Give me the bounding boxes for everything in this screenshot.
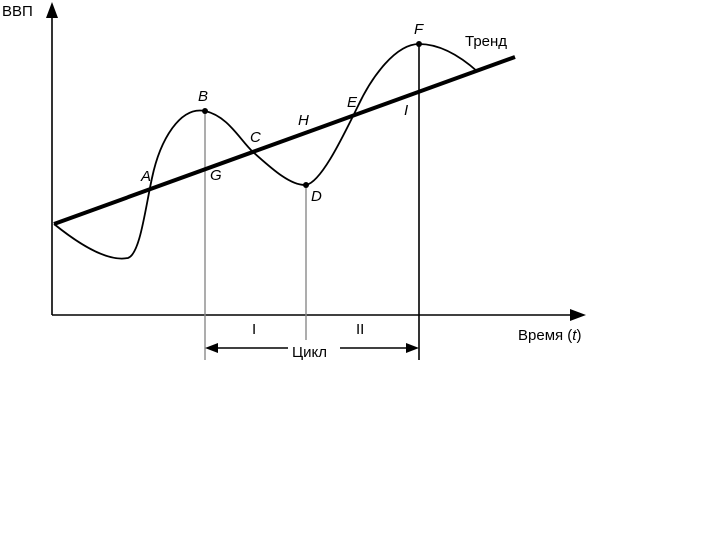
point-b-marker [202,108,208,114]
point-label-a: A [140,168,151,185]
x-axis-label: Время (t) [518,327,581,344]
point-label-d: D [311,188,322,205]
cycle-arrow-right-head [406,343,419,353]
point-d-marker [303,182,309,188]
cycle-arrow-left-head [205,343,218,353]
x-axis-label-variable: t [572,327,577,344]
point-label-h: H [298,112,309,129]
x-axis-label-prefix: Время ( [518,327,572,344]
y-axis-label: ВВП [2,3,33,20]
point-label-e: E [347,94,358,111]
trend-line [53,55,516,226]
trend-label: Тренд [465,33,507,50]
point-label-b: B [198,88,208,105]
gdp-curve [53,43,479,260]
phase-label-i: I [252,321,256,338]
cycle-label-bg [288,340,340,358]
x-axis-label-suffix: ) [576,327,581,344]
cycle-label: Цикл [292,344,327,361]
point-label-f: F [414,21,424,38]
point-label-g: G [210,167,222,184]
phase-label-ii: II [356,321,364,338]
x-axis-arrow [570,309,586,321]
y-axis-arrow [46,2,58,18]
point-label-i: I [404,102,408,119]
point-f-marker [416,41,422,47]
point-label-c: C [250,129,261,146]
